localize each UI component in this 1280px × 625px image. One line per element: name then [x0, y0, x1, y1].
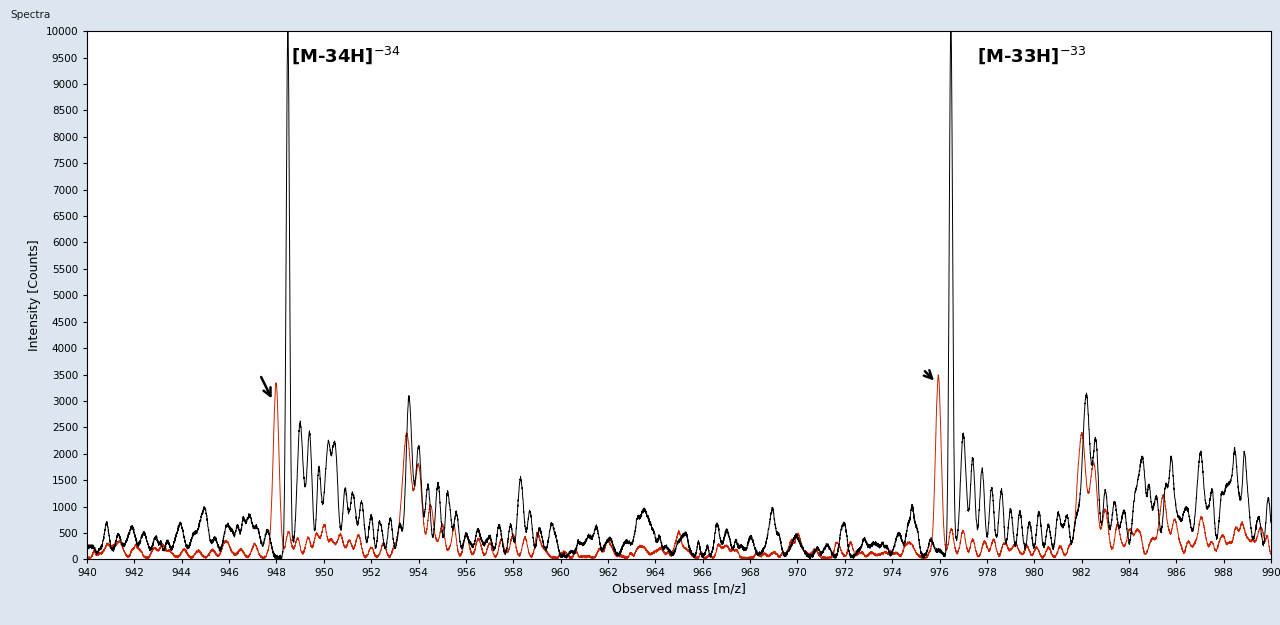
Text: [M-34H]$^{-34}$: [M-34H]$^{-34}$ — [291, 44, 401, 66]
Text: Spectra: Spectra — [10, 10, 50, 20]
Y-axis label: Intensity [Counts]: Intensity [Counts] — [28, 239, 41, 351]
Text: [M-33H]$^{-33}$: [M-33H]$^{-33}$ — [978, 44, 1087, 66]
X-axis label: Observed mass [m/z]: Observed mass [m/z] — [612, 582, 746, 596]
